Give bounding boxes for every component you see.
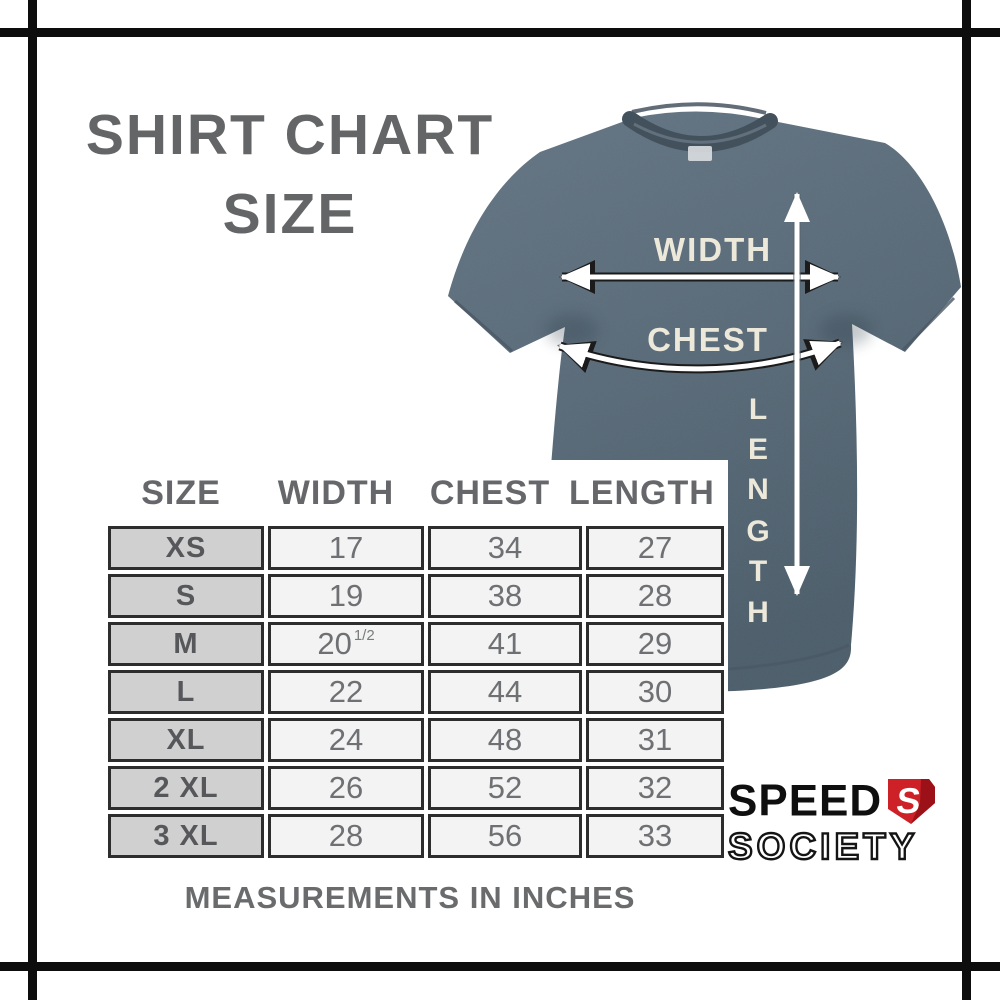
frame-line-bottom bbox=[0, 962, 1000, 971]
chest-cell: 44 bbox=[428, 670, 582, 714]
header-size: SIZE bbox=[141, 474, 221, 512]
logo-word-speed: SPEED bbox=[728, 775, 883, 826]
title-line1: SHIRT CHART bbox=[85, 103, 495, 167]
logo-top-row: SPEED S bbox=[728, 775, 938, 826]
frame-line-left bbox=[28, 0, 37, 1000]
table-row: S 19 38 28 bbox=[108, 574, 724, 618]
chest-cell: 56 bbox=[428, 814, 582, 858]
size-table: XS 17 34 27 S 19 38 28 M 20 1/2 41 29 L 2… bbox=[104, 522, 728, 862]
size-cell: M bbox=[108, 622, 264, 666]
badge-letter: S bbox=[895, 780, 923, 821]
width-cell: 20 1/2 bbox=[268, 622, 424, 666]
chest-cell: 48 bbox=[428, 718, 582, 762]
table-row: 2 XL 26 52 32 bbox=[108, 766, 724, 810]
header-length: LENGTH bbox=[569, 474, 715, 512]
chest-cell: 34 bbox=[428, 526, 582, 570]
table-header-row: SIZE WIDTH CHEST LENGTH bbox=[106, 474, 715, 513]
header-width: WIDTH bbox=[277, 474, 395, 512]
size-cell: 3 XL bbox=[108, 814, 264, 858]
frame-line-right bbox=[962, 0, 971, 1000]
size-cell: XS bbox=[108, 526, 264, 570]
width-arrow-label: WIDTH bbox=[654, 231, 772, 268]
length-cell: 27 bbox=[586, 526, 724, 570]
svg-text:N: N bbox=[747, 473, 769, 506]
size-cell: S bbox=[108, 574, 264, 618]
frame-line-top bbox=[0, 28, 1000, 37]
size-cell: L bbox=[108, 670, 264, 714]
collar-tag bbox=[688, 146, 712, 161]
width-cell: 19 bbox=[268, 574, 424, 618]
chest-cell: 38 bbox=[428, 574, 582, 618]
header-chest: CHEST bbox=[429, 474, 551, 512]
chest-arrow-label: CHEST bbox=[647, 321, 769, 358]
speed-society-logo: SPEED S SOCIETY bbox=[727, 775, 938, 867]
svg-text:L: L bbox=[749, 393, 767, 426]
size-cell: XL bbox=[108, 718, 264, 762]
page-title: SHIRT CHART SIZE bbox=[55, 96, 525, 253]
svg-text:H: H bbox=[747, 596, 769, 629]
width-cell: 24 bbox=[268, 718, 424, 762]
right-sleeve-seam bbox=[901, 296, 956, 352]
svg-text:G: G bbox=[746, 515, 769, 548]
measurements-footnote: MEASUREMENTS IN INCHES bbox=[184, 880, 636, 915]
table-row: XL 24 48 31 bbox=[108, 718, 724, 762]
length-cell: 33 bbox=[586, 814, 724, 858]
table-row: M 20 1/2 41 29 bbox=[108, 622, 724, 666]
length-cell: 32 bbox=[586, 766, 724, 810]
svg-text:T: T bbox=[749, 555, 767, 588]
width-cell: 17 bbox=[268, 526, 424, 570]
chest-cell: 52 bbox=[428, 766, 582, 810]
speed-society-s-badge-icon: S bbox=[888, 779, 936, 824]
svg-text:E: E bbox=[748, 433, 768, 466]
width-cell: 22 bbox=[268, 670, 424, 714]
chest-cell: 41 bbox=[428, 622, 582, 666]
size-cell: 2 XL bbox=[108, 766, 264, 810]
length-arrow-label: L E N G T H bbox=[746, 393, 769, 629]
collar bbox=[622, 102, 778, 161]
length-cell: 31 bbox=[586, 718, 724, 762]
logo-word-society: SOCIETY bbox=[727, 826, 919, 867]
length-cell: 30 bbox=[586, 670, 724, 714]
width-cell: 26 bbox=[268, 766, 424, 810]
length-cell: 29 bbox=[586, 622, 724, 666]
table-row: L 22 44 30 bbox=[108, 670, 724, 714]
table-row: XS 17 34 27 bbox=[108, 526, 724, 570]
left-sleeve-seam bbox=[454, 299, 513, 353]
table-row: 3 XL 28 56 33 bbox=[108, 814, 724, 858]
width-cell: 28 bbox=[268, 814, 424, 858]
length-cell: 28 bbox=[586, 574, 724, 618]
fraction-superscript: 1/2 bbox=[353, 627, 375, 644]
title-line2: SIZE bbox=[222, 181, 358, 246]
